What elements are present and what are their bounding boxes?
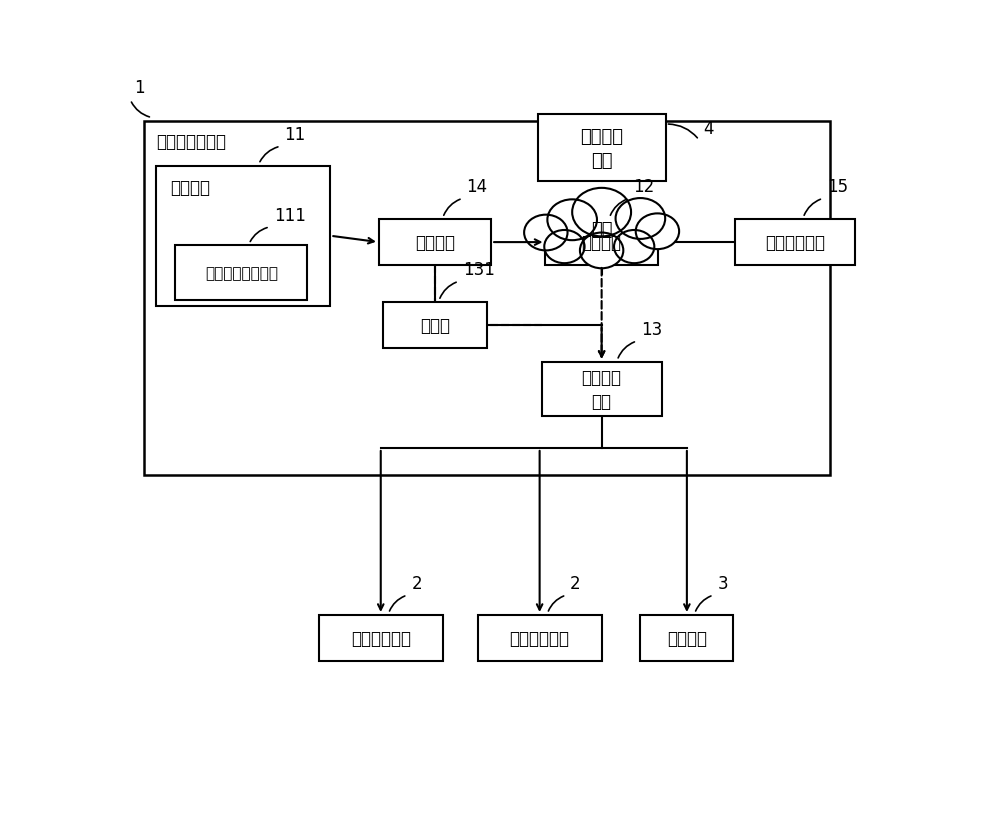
Ellipse shape [547,200,597,241]
Text: 4: 4 [703,119,713,137]
Text: 1: 1 [134,79,145,97]
Text: 3: 3 [717,574,728,592]
Text: 感应读取装置: 感应读取装置 [351,629,411,647]
Text: 131: 131 [463,261,495,279]
Text: 触控计算机装置: 触控计算机装置 [156,133,226,152]
Bar [640,615,733,661]
Text: 15: 15 [827,178,848,196]
Bar [144,122,830,475]
Ellipse shape [580,233,623,269]
Text: 发光单元: 发光单元 [667,629,707,647]
Bar [538,115,666,182]
Text: 控制器: 控制器 [420,316,450,335]
Text: 13: 13 [641,320,662,339]
Bar [319,615,443,661]
Text: 111: 111 [274,206,306,224]
Ellipse shape [524,215,568,251]
Ellipse shape [636,214,679,250]
Text: 感应读取装置: 感应读取装置 [510,629,570,647]
Bar [156,166,330,306]
Text: 安全交易程序: 安全交易程序 [765,233,825,252]
Ellipse shape [616,199,665,239]
Text: 12: 12 [633,178,654,196]
Text: 2: 2 [570,574,581,592]
Text: 安全管控
单元: 安全管控 单元 [582,368,622,410]
Bar [379,220,491,266]
Bar [542,363,662,416]
Bar [545,220,658,266]
Ellipse shape [614,231,654,264]
Text: 切换单元: 切换单元 [415,233,455,252]
Text: 2: 2 [411,574,422,592]
Bar [735,220,855,266]
Text: 14: 14 [467,178,488,196]
Ellipse shape [572,189,631,237]
Text: 处理单元: 处理单元 [582,233,622,252]
Text: 远程金融
系统: 远程金融 系统 [580,128,623,170]
Text: 11: 11 [284,126,306,144]
Bar [478,615,602,661]
Text: 安全交易程序图标: 安全交易程序图标 [205,266,278,281]
Text: 屏幕单元: 屏幕单元 [170,179,210,197]
Bar [175,246,307,301]
Ellipse shape [544,231,585,264]
Text: 网络: 网络 [591,221,612,239]
Bar [383,303,487,349]
